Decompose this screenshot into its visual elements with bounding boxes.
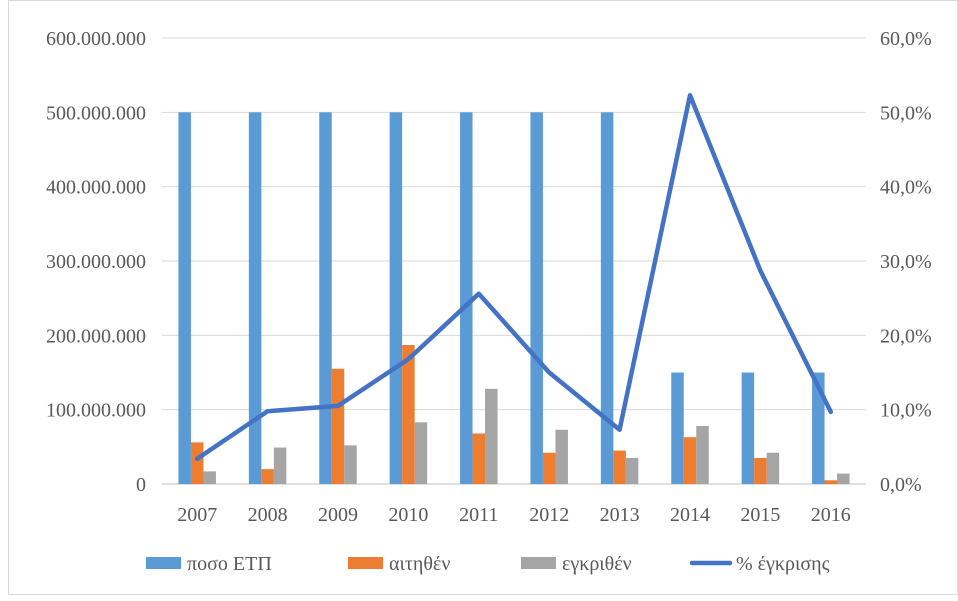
bar-2-2010 <box>402 344 415 484</box>
x-axis-labels: 2007 2008 2009 2010 2011 2012 2013 2014 2015 2016 <box>177 504 851 526</box>
left-tick-label: 300.000.000 <box>46 251 146 273</box>
right-tick-label: 30,0% <box>880 251 932 273</box>
bar-2-2013 <box>613 450 626 484</box>
line-series <box>194 92 834 461</box>
left-tick-label: 200.000.000 <box>46 325 146 347</box>
legend-swatch <box>146 557 181 569</box>
bars <box>178 112 850 484</box>
right-tick-label: 0,0% <box>880 474 922 496</box>
bar-1-2010 <box>389 112 403 484</box>
bar-3-2007 <box>203 471 216 484</box>
bar-2-2009 <box>331 368 345 484</box>
bar-2-2016 <box>824 480 838 484</box>
bar-2-2011 <box>472 433 486 484</box>
bar-1-2008 <box>248 112 262 484</box>
left-tick-label: 0 <box>136 474 146 496</box>
bar-3-2014 <box>696 426 709 484</box>
x-tick-label: 2013 <box>600 504 640 526</box>
x-tick-label: 2009 <box>318 504 358 526</box>
bar-3-2016 <box>837 473 850 484</box>
left-tick-label: 400.000.000 <box>46 177 146 199</box>
right-tick-label: 10,0% <box>880 400 932 422</box>
legend-label: % έγκρισης <box>736 553 830 575</box>
x-tick-label: 2007 <box>177 504 217 526</box>
legend-label: αιτηθέν <box>389 553 450 575</box>
right-tick-label: 60,0% <box>880 28 932 50</box>
bar-3-2012 <box>555 429 568 484</box>
x-tick-label: 2015 <box>740 504 780 526</box>
bar-1-2007 <box>178 112 191 484</box>
bar-2-2012 <box>542 452 556 484</box>
x-tick-label: 2011 <box>459 504 498 526</box>
legend-swatch <box>348 557 383 569</box>
left-axis-labels: 0 100.000.000 200.000.000 300.000.000 400.00… <box>46 28 146 496</box>
left-tick-label: 500.000.000 <box>46 102 146 124</box>
right-tick-label: 20,0% <box>880 325 932 347</box>
right-tick-label: 50,0% <box>880 102 932 124</box>
bar-3-2011 <box>485 388 498 484</box>
bar-2-2007 <box>190 442 204 484</box>
bar-1-2014 <box>671 372 684 484</box>
bar-2-2008 <box>261 469 274 484</box>
left-tick-label: 600.000.000 <box>46 28 146 50</box>
x-tick-label: 2016 <box>811 504 851 526</box>
x-tick-label: 2010 <box>388 504 428 526</box>
bar-1-2016 <box>812 372 825 484</box>
bar-2-2014 <box>683 437 697 484</box>
left-tick-label: 100.000.000 <box>46 400 146 422</box>
bar-1-2015 <box>741 372 755 484</box>
x-tick-label: 2014 <box>670 504 710 526</box>
bar-1-2011 <box>460 112 473 484</box>
x-tick-label: 2012 <box>529 504 569 526</box>
bar-3-2009 <box>344 445 357 484</box>
right-tick-label: 40,0% <box>880 177 932 199</box>
bar-3-2013 <box>625 457 639 484</box>
bar-1-2013 <box>600 112 614 484</box>
bar-1-2009 <box>319 112 332 484</box>
bar-3-2008 <box>273 447 287 484</box>
legend: ποσο ΕΤΠ αιτηθέν εγκριθέν % έγκρισης <box>146 553 830 575</box>
right-axis-labels: 0,0% 10,0% 20,0% 30,0% 40,0% 50,0% 60,0% <box>880 28 932 496</box>
legend-label: ποσο ΕΤΠ <box>187 553 272 575</box>
bar-3-2015 <box>766 452 780 484</box>
legend-label: εγκριθέν <box>562 553 632 575</box>
line-series-1 <box>194 92 834 461</box>
legend-swatch <box>521 557 556 569</box>
bar-3-2010 <box>414 422 428 484</box>
bar-1-2012 <box>530 112 543 484</box>
x-tick-label: 2008 <box>248 504 288 526</box>
bar-2-2015 <box>754 457 767 484</box>
